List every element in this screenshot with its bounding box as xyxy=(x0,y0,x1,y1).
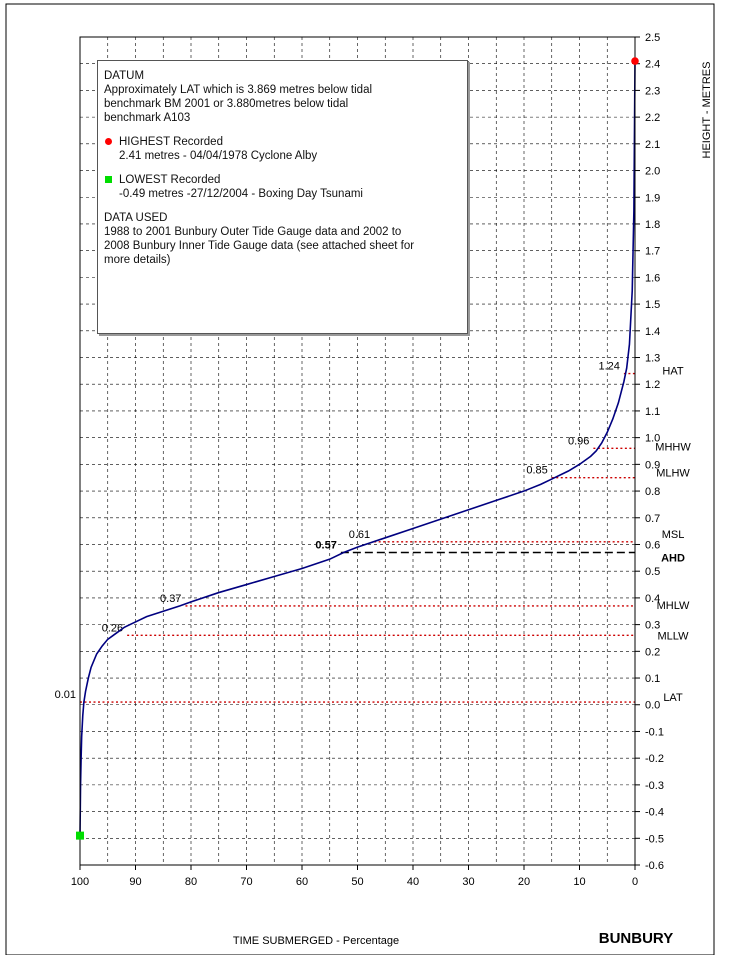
x-tick-label: 60 xyxy=(296,876,308,888)
y-tick-label: 1.5 xyxy=(645,299,660,311)
y-tick-label: 1.3 xyxy=(645,353,660,365)
datum-line: Approximately LAT which is 3.869 metres … xyxy=(104,84,373,96)
datum-lines: 1.24 HAT 0.96 MHHW 0.85 MLHW 0.61 MSL 0.57 AHD 0.3… xyxy=(55,361,692,705)
y-tick-label: -0.1 xyxy=(645,726,664,738)
x-tick-label: 50 xyxy=(351,876,363,888)
datum-name-label: MHLW xyxy=(657,600,690,612)
y-tick-label: 0.1 xyxy=(645,673,660,685)
datum-name-label: HAT xyxy=(662,366,683,378)
datum-value-label: 0.96 xyxy=(568,435,589,447)
datum-value-label: 0.57 xyxy=(315,539,336,551)
datum-value-label: 0.26 xyxy=(102,622,123,634)
y-tick-label: 0.0 xyxy=(645,700,660,712)
datum-name-label: MLLW xyxy=(658,630,690,642)
y-tick-label: 2.2 xyxy=(645,112,660,124)
y-tick-label: -0.6 xyxy=(645,860,664,872)
y-tick-label: 1.8 xyxy=(645,219,660,231)
x-tick-label: 30 xyxy=(462,876,474,888)
data-used-line: 2008 Bunbury Inner Tide Gauge data (see … xyxy=(104,240,415,252)
curve-line xyxy=(79,61,636,836)
y-tick-label: -0.4 xyxy=(645,807,664,819)
datum-line: benchmark BM 2001 or 3.880metres below t… xyxy=(104,98,349,110)
data-used-line: 1988 to 2001 Bunbury Outer Tide Gauge da… xyxy=(104,226,402,238)
y-tick-label: 2.3 xyxy=(645,85,660,97)
datum-line: benchmark A103 xyxy=(104,112,191,124)
x-tick-label: 0 xyxy=(632,876,638,888)
y-tick-label: 0.3 xyxy=(645,620,660,632)
data-used-title: DATA USED xyxy=(104,212,168,224)
x-tick-label: 40 xyxy=(407,876,419,888)
axis-ticks: 100 90 80 70 60 50 40 30 20 10 02.52.42.32.22.12.0… xyxy=(71,32,664,888)
highest-detail: 2.41 metres - 04/04/1978 Cyclone Alby xyxy=(119,150,318,162)
x-tick-label: 100 xyxy=(71,876,89,888)
data-used-line: more details) xyxy=(104,254,171,266)
highest-legend-item: HIGHEST Recorded xyxy=(104,135,461,149)
datum-name-label: LAT xyxy=(663,692,683,704)
highest-marker xyxy=(631,57,639,65)
datum-value-label: 1.24 xyxy=(598,361,619,373)
datum-value-label: 0.01 xyxy=(55,689,76,701)
y-tick-label: 0.7 xyxy=(645,513,660,525)
datum-value-label: 0.37 xyxy=(160,593,181,605)
x-tick-label: 10 xyxy=(573,876,585,888)
y-tick-label: -0.2 xyxy=(645,753,664,765)
highest-marker-icon xyxy=(105,138,112,145)
highest-title: HIGHEST Recorded xyxy=(119,136,223,148)
datum-name-label: AHD xyxy=(661,552,685,564)
legend-box: DATUM Approximately LAT which is 3.869 m… xyxy=(97,60,468,334)
x-tick-label: 70 xyxy=(240,876,252,888)
y-tick-label: 0.5 xyxy=(645,566,660,578)
x-axis-label: TIME SUBMERGED - Percentage xyxy=(233,935,399,947)
y-tick-label: 0.8 xyxy=(645,486,660,498)
y-tick-label: 2.0 xyxy=(645,166,660,178)
y-tick-label: -0.3 xyxy=(645,780,664,792)
y-tick-label: 1.1 xyxy=(645,406,660,418)
y-tick-label: 1.6 xyxy=(645,272,660,284)
extreme-markers xyxy=(76,57,639,840)
lowest-marker-icon xyxy=(105,176,112,183)
page-border xyxy=(5,3,715,955)
y-tick-label: 1.7 xyxy=(645,246,660,258)
lowest-marker xyxy=(76,831,84,840)
datum-name-label: MSL xyxy=(662,529,685,541)
datum-name-label: MLHW xyxy=(656,468,690,480)
y-tick-label: 1.0 xyxy=(645,433,660,445)
datum-value-label: 0.61 xyxy=(349,529,370,541)
x-tick-label: 90 xyxy=(129,876,141,888)
x-tick-label: 80 xyxy=(185,876,197,888)
y-tick-label: -0.5 xyxy=(645,833,664,845)
y-tick-label: 1.4 xyxy=(645,326,660,338)
datum-value-label: 0.85 xyxy=(526,465,547,477)
y-tick-label: 1.9 xyxy=(645,192,660,204)
lowest-legend-item: LOWEST Recorded xyxy=(104,173,461,187)
y-tick-label: 2.5 xyxy=(645,32,660,44)
y-tick-label: 2.1 xyxy=(645,139,660,151)
lowest-title: LOWEST Recorded xyxy=(119,174,221,186)
y-tick-label: 2.4 xyxy=(645,59,660,71)
y-tick-label: 0.4 xyxy=(645,593,660,605)
y-tick-label: 1.2 xyxy=(645,379,660,391)
y-tick-label: 0.2 xyxy=(645,646,660,658)
lowest-detail: -0.49 metres -27/12/2004 - Boxing Day Ts… xyxy=(119,188,363,200)
y-tick-label: 0.9 xyxy=(645,459,660,471)
y-axis-label: HEIGHT - METRES xyxy=(701,62,713,159)
datum-name-label: MHHW xyxy=(655,441,691,453)
chart-title: BUNBURY xyxy=(599,930,673,947)
datum-title: DATUM xyxy=(104,70,145,82)
y-tick-label: 0.6 xyxy=(645,539,660,551)
x-tick-label: 20 xyxy=(518,876,530,888)
